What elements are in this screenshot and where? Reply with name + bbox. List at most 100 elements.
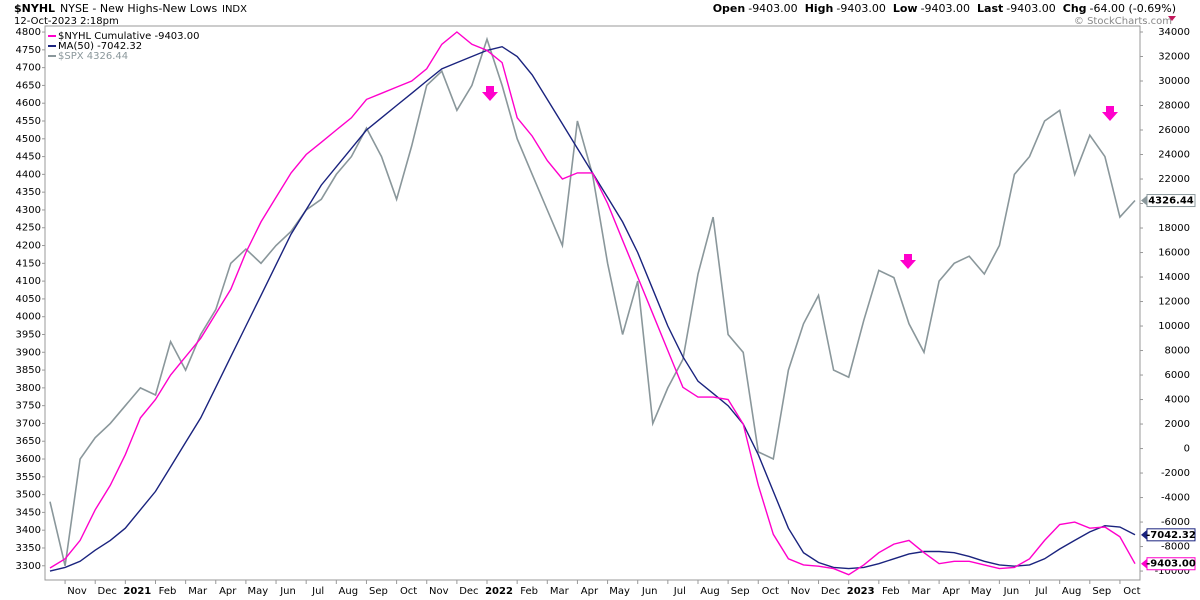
symbol: $NYHL bbox=[14, 2, 55, 15]
y-tick-label: 4300 bbox=[16, 205, 41, 216]
y-tick-label: 3750 bbox=[16, 401, 41, 412]
x-tick-label: Dec bbox=[98, 586, 117, 597]
series-line bbox=[49, 45, 1136, 572]
x-tick-label: Feb bbox=[520, 586, 538, 597]
y-tick-label: 3300 bbox=[16, 561, 41, 572]
x-tick-label: Aug bbox=[1062, 586, 1082, 597]
y-tick-label: 4700 bbox=[16, 63, 41, 74]
y-tick-label: 4150 bbox=[16, 258, 41, 269]
y2-tick-label: -6000 bbox=[1161, 517, 1190, 528]
y-tick-label: 3400 bbox=[16, 525, 41, 536]
credit: © StockCharts.com bbox=[1074, 16, 1172, 27]
x-tick-label: Sep bbox=[1092, 586, 1111, 597]
y-tick-label: 4200 bbox=[16, 241, 41, 252]
x-tick-label: May bbox=[971, 586, 992, 597]
x-tick-label: 2023 bbox=[847, 586, 875, 597]
tag-label: -9403.00 bbox=[1146, 559, 1196, 570]
x-tick-label: Feb bbox=[882, 586, 900, 597]
x-tick-label: Mar bbox=[550, 586, 570, 597]
y2-tick-label: 30000 bbox=[1158, 76, 1190, 87]
y-tick-label: 3550 bbox=[16, 472, 41, 483]
y2-tick-label: 10000 bbox=[1158, 321, 1190, 332]
y-tick-label: 4250 bbox=[16, 223, 41, 234]
series-line bbox=[49, 36, 1136, 566]
quote-label: Low bbox=[893, 2, 918, 15]
quote-label: Last bbox=[977, 2, 1003, 15]
y-tick-label: 3450 bbox=[16, 507, 41, 518]
x-tick-label: Mar bbox=[912, 586, 932, 597]
y-tick-label: 4450 bbox=[16, 152, 41, 163]
y-tick-label: 3800 bbox=[16, 383, 41, 394]
y-tick-label: 4800 bbox=[16, 27, 41, 38]
y2-tick-label: 22000 bbox=[1158, 174, 1190, 185]
y2-tick-label: 34000 bbox=[1158, 27, 1190, 38]
x-tick-label: Oct bbox=[762, 586, 779, 597]
y-tick-label: 3850 bbox=[16, 365, 41, 376]
x-tick-label: Jul bbox=[311, 586, 324, 597]
x-tick-label: Aug bbox=[700, 586, 720, 597]
y-tick-label: 3500 bbox=[16, 490, 41, 501]
y-tick-label: 3650 bbox=[16, 436, 41, 447]
x-tick-label: 2022 bbox=[485, 586, 513, 597]
y2-tick-label: 12000 bbox=[1158, 297, 1190, 308]
y-tick-label: 3700 bbox=[16, 418, 41, 429]
arrow bbox=[482, 86, 498, 101]
quote-value: -9403.00 bbox=[836, 2, 885, 15]
x-tick-label: Mar bbox=[188, 586, 208, 597]
x-tick-label: Dec bbox=[459, 586, 478, 597]
date: 12-Oct-2023 2:18pm bbox=[14, 16, 119, 27]
arrows bbox=[482, 86, 1118, 269]
menu-arrow[interactable] bbox=[1168, 16, 1176, 21]
tag-label: 4326.44 bbox=[1148, 196, 1194, 207]
x-tick-label: Apr bbox=[219, 586, 237, 597]
x-tick-label: Nov bbox=[67, 586, 87, 597]
x-tick-label: Apr bbox=[942, 586, 960, 597]
y2-tick-label: 24000 bbox=[1158, 150, 1190, 161]
tag-box bbox=[1146, 557, 1196, 571]
y-tick-label: 4550 bbox=[16, 116, 41, 127]
y2-tick-label: 2000 bbox=[1165, 419, 1190, 430]
y2-tick-label: 26000 bbox=[1158, 125, 1190, 136]
y-tick-label: 4000 bbox=[16, 312, 41, 323]
x-tick-label: May bbox=[248, 586, 269, 597]
last-value-tag: -7042.32 bbox=[1141, 528, 1196, 542]
quote-label: High bbox=[805, 2, 834, 15]
y-tick-label: 4050 bbox=[16, 294, 41, 305]
y-tick-label: 3600 bbox=[16, 454, 41, 465]
arrow bbox=[900, 254, 916, 269]
y2-tick-label: 0 bbox=[1184, 444, 1190, 455]
y-tick-label: 3900 bbox=[16, 347, 41, 358]
x-tick-label: Oct bbox=[1123, 586, 1140, 597]
x-tick-label: Feb bbox=[159, 586, 177, 597]
x-tick-label: Oct bbox=[400, 586, 417, 597]
y2-tick-label: 14000 bbox=[1158, 272, 1190, 283]
y2-tick-label: 18000 bbox=[1158, 223, 1190, 234]
y2-tick-label: 32000 bbox=[1158, 52, 1190, 63]
exchange: INDX bbox=[222, 4, 247, 15]
quote-label: Chg bbox=[1063, 2, 1087, 15]
quote-value: -64.00 (-0.69%) bbox=[1090, 2, 1176, 15]
plot-frame bbox=[44, 25, 1141, 581]
legend-label: $SPX 4326.44 bbox=[58, 51, 128, 62]
arrow bbox=[1102, 106, 1118, 121]
legend-label: $NYHL Cumulative -9403.00 bbox=[58, 31, 199, 42]
y2-tick-label: -4000 bbox=[1161, 493, 1190, 504]
y2-tick-label: -2000 bbox=[1161, 468, 1190, 479]
x-tick-label: Aug bbox=[339, 586, 359, 597]
y2-tick-label: 4000 bbox=[1165, 395, 1190, 406]
y-tick-label: 4600 bbox=[16, 98, 41, 109]
x-tick-label: Jun bbox=[1003, 586, 1020, 597]
y-tick-label: 3350 bbox=[16, 543, 41, 554]
y-tick-label: 4350 bbox=[16, 187, 41, 198]
last-value-tag: -9403.00 bbox=[1141, 557, 1196, 571]
y2-tick-label: -10000 bbox=[1155, 566, 1190, 577]
tag-pointer bbox=[1141, 529, 1147, 540]
y2-tick-label: 6000 bbox=[1165, 370, 1190, 381]
x-tick-label: Nov bbox=[429, 586, 449, 597]
x-tick-label: Jun bbox=[279, 586, 296, 597]
legend-label: MA(50) -7042.32 bbox=[58, 41, 142, 52]
series-line bbox=[49, 31, 1136, 576]
x-tick-label: Sep bbox=[369, 586, 388, 597]
